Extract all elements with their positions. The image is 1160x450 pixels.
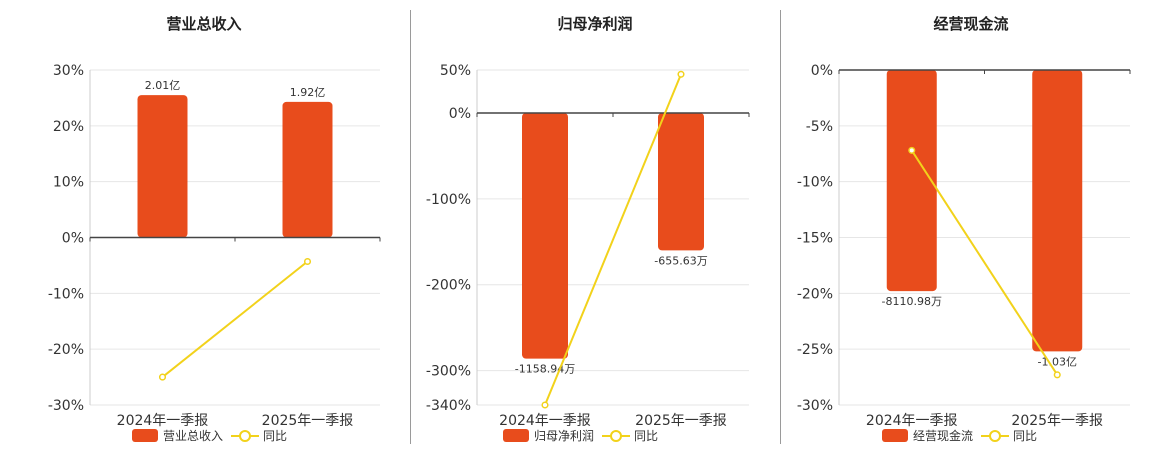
x-category-label: 2025年一季报 — [1011, 413, 1103, 429]
net-profit-chart-panel: 归母净利润 50% 0% -100% -200% -300% -340% -1158.94万… — [411, 0, 779, 450]
y-tick-label: 50% — [440, 63, 471, 79]
revenue-chart: 30% 20% 10% 0% -10% -20% -30% 2.01亿 1.92亿 2024年一季… — [48, 63, 381, 429]
y-tick-label: -20% — [48, 342, 84, 358]
y-tick-label: 10% — [53, 175, 84, 191]
y-tick-label: -30% — [797, 398, 833, 414]
y-tick-label: -100% — [426, 192, 471, 208]
y-tick-label: -30% — [48, 398, 84, 414]
y-tick-label: -10% — [48, 286, 84, 302]
yoy-line — [161, 260, 309, 378]
legend-line-swatch — [981, 429, 1010, 442]
revenue-chart-legend: 营业总收入 同比 — [132, 427, 287, 443]
bar-data-label: -1158.94万 — [515, 363, 575, 376]
panel-divider-2 — [780, 10, 781, 444]
legend-bar-swatch — [882, 428, 908, 442]
y-tick-label: -340% — [426, 398, 471, 414]
bar-data-label: -8110.98万 — [882, 295, 942, 308]
bar — [658, 112, 704, 251]
net-profit-chart-legend: 归母净利润 同比 — [503, 427, 658, 443]
y-tick-label: 0% — [62, 231, 84, 247]
y-tick-label: 30% — [53, 63, 84, 79]
bar — [137, 95, 188, 238]
y-tick-label: -5% — [806, 119, 833, 135]
y-tick-label: -300% — [426, 364, 471, 380]
yoy-point — [1053, 371, 1061, 379]
y-tick-label: -25% — [797, 342, 833, 358]
revenue-chart-title: 营业总收入 — [166, 15, 242, 33]
yoy-point — [303, 257, 312, 266]
y-tick-label: 20% — [53, 119, 84, 135]
operating-cash-flow-chart-panel: 经营现金流 0% -5% -10% -15% -20% -25% -30% -8110.98万… — [782, 0, 1160, 450]
bar-data-label: -655.63万 — [654, 254, 707, 267]
yoy-point — [158, 373, 167, 381]
x-category-label: 2024年一季报 — [499, 413, 591, 429]
y-tick-label: -20% — [797, 286, 833, 302]
net-profit-chart: 50% 0% -100% -200% -300% -340% -1158.94万 -655.6… — [426, 63, 750, 429]
operating-cash-flow-chart-title: 经营现金流 — [933, 15, 1009, 33]
bar — [1032, 70, 1083, 352]
bar-data-label: 1.92亿 — [290, 86, 326, 99]
x-category-label: 2024年一季报 — [117, 413, 209, 429]
bar — [522, 112, 568, 359]
operating-cash-flow-chart-legend: 经营现金流 同比 — [882, 427, 1037, 443]
bar-data-label: 2.01亿 — [145, 79, 181, 92]
yoy-line — [544, 73, 682, 406]
yoy-point — [541, 401, 549, 409]
yoy-point — [908, 146, 916, 154]
legend-bar-label: 归母净利润 — [534, 428, 595, 443]
net-profit-chart-title: 归母净利润 — [557, 15, 633, 33]
bar-data-label: -1.03亿 — [1038, 355, 1077, 368]
operating-cash-flow-chart: 0% -5% -10% -15% -20% -25% -30% -8110.98万 -1.03亿… — [797, 63, 1131, 429]
bar — [282, 101, 333, 238]
legend-line-label: 同比 — [1013, 428, 1038, 443]
legend-line-swatch — [231, 429, 260, 442]
panel-divider-1 — [410, 10, 411, 444]
yoy-line — [910, 149, 1059, 376]
legend-bar-label: 营业总收入 — [163, 428, 224, 443]
y-tick-label: -200% — [426, 278, 471, 294]
bar — [886, 70, 937, 292]
legend-line-label: 同比 — [634, 428, 659, 443]
legend-bar-swatch — [503, 428, 529, 442]
y-tick-label: 0% — [811, 63, 833, 79]
y-tick-label: 0% — [449, 106, 471, 122]
legend-line-label: 同比 — [263, 428, 288, 443]
legend-bar-swatch — [132, 428, 158, 442]
legend-line-swatch — [602, 429, 631, 442]
y-tick-label: -10% — [797, 175, 833, 191]
x-category-label: 2024年一季报 — [866, 413, 958, 429]
revenue-chart-panel: 营业总收入 30% 20% 10% 0% -10% -20% -30% 2.01亿 1.92亿 2… — [0, 0, 408, 450]
x-category-label: 2025年一季报 — [262, 413, 354, 429]
legend-bar-label: 经营现金流 — [913, 428, 974, 443]
x-category-label: 2025年一季报 — [635, 413, 727, 429]
yoy-point — [677, 70, 685, 78]
y-tick-label: -15% — [797, 231, 833, 247]
